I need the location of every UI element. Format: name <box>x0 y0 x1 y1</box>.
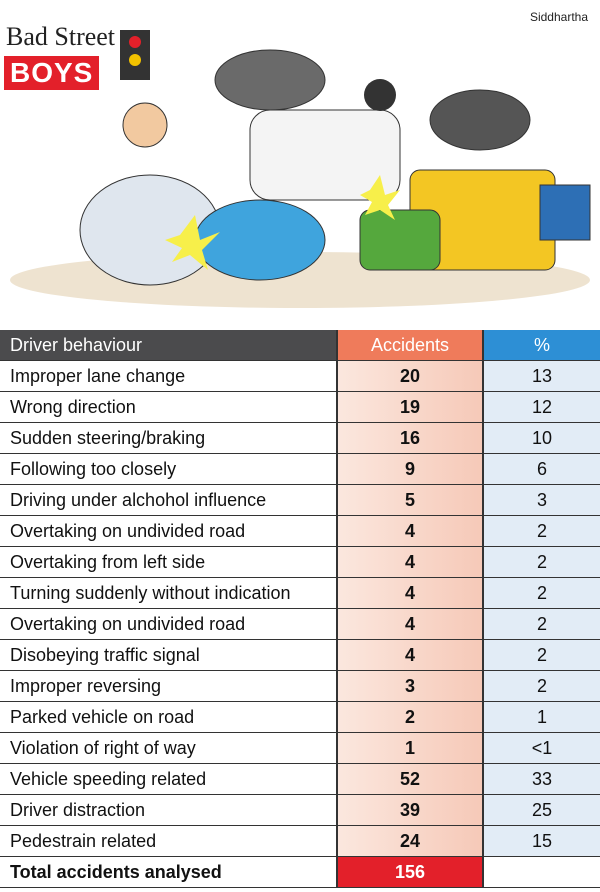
cell: Parked vehicle on road <box>0 701 338 733</box>
cell: Wrong direction <box>0 391 338 423</box>
title: Bad Street <box>6 22 116 51</box>
cell: 4 <box>337 608 484 640</box>
cell: % <box>483 330 600 361</box>
cell: Accidents <box>337 330 484 361</box>
cell: 2 <box>337 701 484 733</box>
cell: 2 <box>483 670 600 702</box>
cell: Violation of right of way <box>0 732 338 764</box>
cell: 15 <box>483 825 600 857</box>
light <box>129 54 141 66</box>
cell: 16 <box>337 422 484 454</box>
cell: 13 <box>483 360 600 392</box>
row: Overtaking on undivided road 4 2 <box>0 608 600 640</box>
header-row: Driver behaviour Accidents% <box>0 330 600 361</box>
cell: 1 <box>483 701 600 733</box>
cell: 24 <box>337 825 484 857</box>
cell: 39 <box>337 794 484 826</box>
cell: 2 <box>483 515 600 547</box>
cell: 10 <box>483 422 600 454</box>
rider <box>122 102 168 148</box>
cell: 9 <box>337 453 484 485</box>
helmet <box>364 79 396 111</box>
row: Improper reversing 3 2 <box>0 670 600 702</box>
row: Following too closely 9 6 <box>0 453 600 485</box>
cell: 2 <box>483 608 600 640</box>
cell: 33 <box>483 763 600 795</box>
cell: Improper reversing <box>0 670 338 702</box>
cell: 3 <box>337 670 484 702</box>
cell: Improper lane change <box>0 360 338 392</box>
cell: Driver behaviour <box>0 330 338 361</box>
auto-rickshaw-body <box>359 209 441 271</box>
motorbike <box>214 49 326 111</box>
row: Disobeying traffic signal 4 2 <box>0 639 600 671</box>
cell: Disobeying traffic signal <box>0 639 338 671</box>
cell: <1 <box>483 732 600 764</box>
crash-star <box>360 175 400 220</box>
cell: 19 <box>337 391 484 423</box>
row: Driving under alchohol influence 5 3 <box>0 484 600 516</box>
cell: 2 <box>483 639 600 671</box>
subtitle: BOYS <box>4 56 100 90</box>
cell: Following too closely <box>0 453 338 485</box>
cell: 156 <box>337 856 484 888</box>
row: Pedestrain related 24 15 <box>0 825 600 857</box>
cell: Pedestrain related <box>0 825 338 857</box>
cell: 52 <box>337 763 484 795</box>
cell: 5 <box>337 484 484 516</box>
cell: 4 <box>337 515 484 547</box>
table: Driver behaviour Accidents% Improper lane … <box>0 330 600 888</box>
cell: 1 <box>337 732 484 764</box>
row: Driver distraction 39 25 <box>0 794 600 826</box>
cell: Vehicle speeding related <box>0 763 338 795</box>
row: Improper lane change 20 13 <box>0 360 600 392</box>
motorbike <box>429 89 531 151</box>
row: Sudden steering/braking 16 10 <box>0 422 600 454</box>
cell: 4 <box>337 546 484 578</box>
crash-star <box>165 215 220 270</box>
credit: Siddhartha <box>529 10 588 24</box>
cell <box>483 856 600 888</box>
row: Parked vehicle on road 2 1 <box>0 701 600 733</box>
cell: Overtaking on undivided road <box>0 515 338 547</box>
light <box>129 36 141 48</box>
row: Violation of right of way 1 <1 <box>0 732 600 764</box>
cell: 2 <box>483 546 600 578</box>
car <box>249 109 401 201</box>
cell: Driving under alchohol influence <box>0 484 338 516</box>
row: Wrong direction 19 12 <box>0 391 600 423</box>
row: Turning suddenly without indication 4 2 <box>0 577 600 609</box>
cartoon <box>10 30 591 308</box>
scooter <box>194 199 326 281</box>
cell: 6 <box>483 453 600 485</box>
row: Overtaking on undivided road 4 2 <box>0 515 600 547</box>
cell: 4 <box>337 639 484 671</box>
total-row: Total accidents analysed 156 <box>0 856 600 888</box>
cell: Total accidents analysed <box>0 856 338 888</box>
cell: Turning suddenly without indication <box>0 577 338 609</box>
cell: 3 <box>483 484 600 516</box>
cell: 12 <box>483 391 600 423</box>
cell: Overtaking on undivided road <box>0 608 338 640</box>
cell: Sudden steering/braking <box>0 422 338 454</box>
cell: 2 <box>483 577 600 609</box>
bin <box>539 184 591 241</box>
cell: 25 <box>483 794 600 826</box>
cell: 4 <box>337 577 484 609</box>
cell: Driver distraction <box>0 794 338 826</box>
cell: Overtaking from left side <box>0 546 338 578</box>
row: Overtaking from left side 4 2 <box>0 546 600 578</box>
cell: 20 <box>337 360 484 392</box>
row: Vehicle speeding related 52 33 <box>0 763 600 795</box>
